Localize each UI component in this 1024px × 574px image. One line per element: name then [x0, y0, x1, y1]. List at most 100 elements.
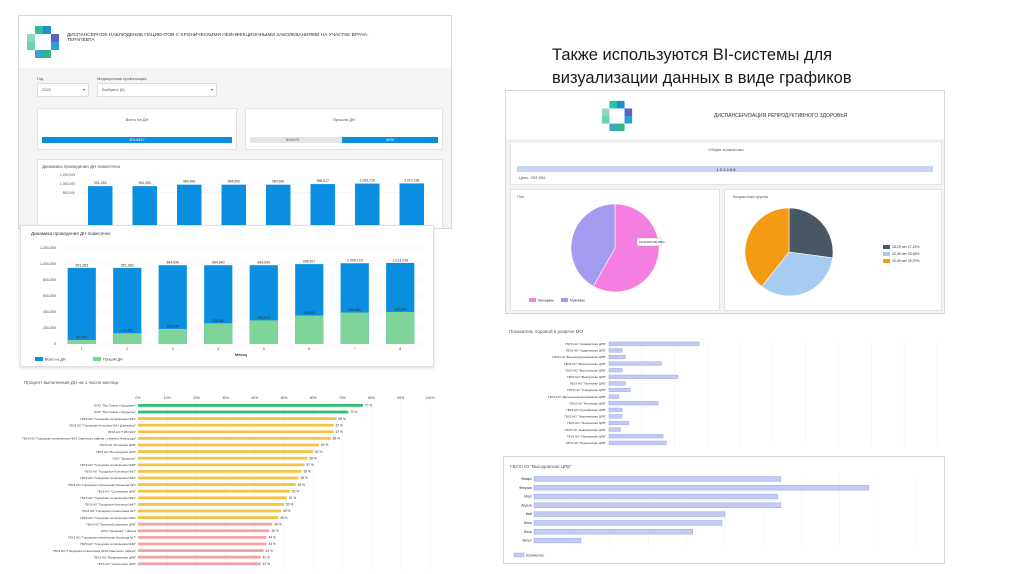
month-bar: [533, 485, 870, 491]
bar-total-label: 984,690: [212, 261, 225, 265]
pct-bar-label: 55 %: [301, 476, 308, 480]
monthly-mo-chart-title: ГБУЗ НО "Выгодовская ЦРБ": [510, 464, 572, 469]
total-count-goal: Цель: 293 854: [519, 175, 546, 180]
x-tick-label: 80%: [368, 396, 375, 400]
bar-total-small: [355, 183, 380, 228]
pct-bar-label: 54 %: [298, 483, 305, 487]
pct-bar: [138, 489, 290, 493]
pct-row-label: ГБУЗ НО "Городская поликлиника №19 Совет…: [53, 549, 136, 553]
bar-passed-label: 188,330: [166, 324, 179, 328]
bar-total-label: 998,517: [303, 260, 316, 264]
x-tick-label: 20%: [193, 396, 200, 400]
mo-indicator-chart: ГБУЗ НО "Арзамасская ЦРБ" ГБУЗ НО "Ардато…: [548, 341, 938, 447]
dashboard-title: ДИСПАНСЕРНОЕ НАБЛЮДЕНИЕ ПАЦИЕНТОВ С ХРОН…: [67, 33, 369, 43]
mo-row-label: ГБУЗ НО "Лысковская ЦРБ": [567, 421, 606, 425]
bar-total-label: 1,009,729: [347, 259, 363, 263]
mo-bar: [608, 361, 662, 366]
mo-bar: [608, 394, 620, 399]
pct-row-label: ООО "Про Семья и Здоровье": [94, 410, 136, 414]
pct-bar: [138, 522, 273, 526]
mo-bar: [608, 388, 631, 393]
pct-bar: [138, 450, 314, 453]
pct-bar-label: 44 %: [268, 542, 275, 546]
x-tick-label: 40%: [251, 396, 258, 400]
age-legend-label: 18-29 лет 27,15%: [892, 245, 919, 249]
pct-row-label: ГБУЗ НО "Сокольская ЦРБ": [97, 562, 136, 566]
mo-bar: [608, 420, 629, 426]
legend-passed-label: Прошли ДН: [103, 358, 123, 362]
bar-total-small-label: 984,690: [183, 180, 195, 184]
pct-bar: [138, 423, 334, 427]
mo-row-label: ГБУЗ НО "Арзамасская ЦРБ": [565, 342, 606, 346]
mo-row-label: ГБУЗ НО "Воротынская ЦРБ": [565, 368, 606, 372]
mo-row-label: ГБУЗ НО "Лукояновская ЦРБ": [564, 415, 606, 419]
mo-bar: [608, 401, 659, 406]
bar-passed: [386, 311, 415, 344]
y-tick-label: 0: [54, 342, 56, 346]
bar-passed-label: 355,880: [303, 311, 316, 315]
month-bar: [533, 511, 726, 517]
x-tick-label: 4: [217, 347, 219, 351]
mo-bar: [608, 414, 623, 419]
month-label: Май: [526, 512, 532, 516]
x-tick-label: 10%: [164, 396, 171, 400]
bar-total-small: [132, 186, 157, 228]
month-bar: [533, 502, 782, 508]
pct-bar-label: 42 %: [263, 555, 270, 559]
bar-passed-label: 295,970: [257, 316, 270, 320]
month-label: Январь: [521, 477, 532, 481]
pct-row-label: ГБУЗ НО "Городская больница №33": [85, 470, 136, 474]
bar-total-small-label: 984,690: [272, 180, 284, 184]
bar-total-small-label: 998,517: [317, 179, 329, 183]
age-pie-slice: [788, 207, 834, 259]
mo-row-label: ГБУЗ НО "Выксунская ЦРБ": [567, 375, 606, 379]
filter-mo-select[interactable]: Выбрано (6) ▾: [97, 83, 217, 97]
bar-total-small: [177, 184, 202, 228]
month-label: Июль: [524, 530, 532, 534]
legend-passed-swatch: [93, 357, 101, 361]
pct-row-label: ГБУЗ НО "Городская поликлиника №38": [80, 463, 136, 467]
pct-bar-label: 42 %: [263, 562, 270, 566]
bar-passed-label: 134,580: [121, 329, 134, 333]
mo-bar: [608, 440, 667, 445]
mo-row-label: ГБУЗ НО "Ардатовская ЦРБ": [566, 349, 606, 353]
small-monthly-chart: 951,283 951,283 984,690 984,690 984,690 998,5…: [60, 173, 434, 228]
filter-year-label: Год: [37, 76, 44, 81]
pct-row-label: ГБУЗ НО "Городская больница №1 г.Дзержин…: [69, 423, 136, 427]
headline-line-1: Также используются BI-системы для: [552, 46, 833, 64]
bar-total-small: [266, 184, 291, 228]
x-tick-label: 30%: [222, 396, 229, 400]
pct-row-label: ГБУЗ НО "Большеболдинская ЦРБ": [86, 522, 136, 526]
age-pie-chart: 18-29 лет 27,15% 30-39 лет 33,48% 40-49 ле…: [744, 207, 919, 297]
pct-bar-label: 77 %: [365, 404, 372, 408]
pct-row-label: ГБУЗ НО "Городская поликлиника №7": [82, 509, 136, 513]
bar-total: [67, 267, 96, 344]
bar-total-small-label: 951,283: [139, 181, 151, 185]
month-label: Июнь: [524, 521, 532, 525]
pct-bar-label: 67 %: [336, 430, 343, 434]
y-tick-label: 200,000: [43, 326, 56, 330]
pct-bar: [138, 410, 349, 414]
x-tick-label: 100%: [426, 396, 435, 400]
month-label: Март: [524, 495, 532, 499]
age-legend-label: 40-49 лет 39,37%: [892, 259, 919, 263]
mo-row-label: ГБУЗ НО "Кулебакская ЦРБ": [566, 408, 606, 412]
pct-row-label: ГБУЗ НО "Богородская ЦРБ": [96, 450, 136, 454]
pct-bar-label: 67 %: [336, 423, 343, 427]
bar-total-small: [221, 184, 246, 228]
y-tick-label: 1,000,000: [40, 262, 56, 266]
pct-bar: [138, 562, 261, 566]
bar-total-small-label: 984,690: [228, 180, 240, 184]
month-bar: [533, 520, 723, 526]
pct-bar-label: 62 %: [321, 443, 328, 447]
filter-mo-label: Медицинская организация: [97, 76, 147, 81]
x-tick-label: 2: [126, 347, 128, 351]
x-tick-label: 1: [81, 347, 83, 351]
percent-chart-card: Процент выполнения ДН на 1 число месяца …: [20, 378, 440, 574]
filter-year-select[interactable]: 2022 ▾: [37, 83, 89, 97]
x-tick-label: 90%: [397, 396, 404, 400]
mo-bar: [608, 374, 679, 379]
age-legend-swatch: [883, 259, 890, 263]
bar-passed: [67, 339, 96, 344]
right-dashboard-header: ДИСПАНСЕРИЗАЦИЯ РЕПРОДУКТИВНОГО ЗДОРОВЬЯ: [506, 91, 944, 139]
